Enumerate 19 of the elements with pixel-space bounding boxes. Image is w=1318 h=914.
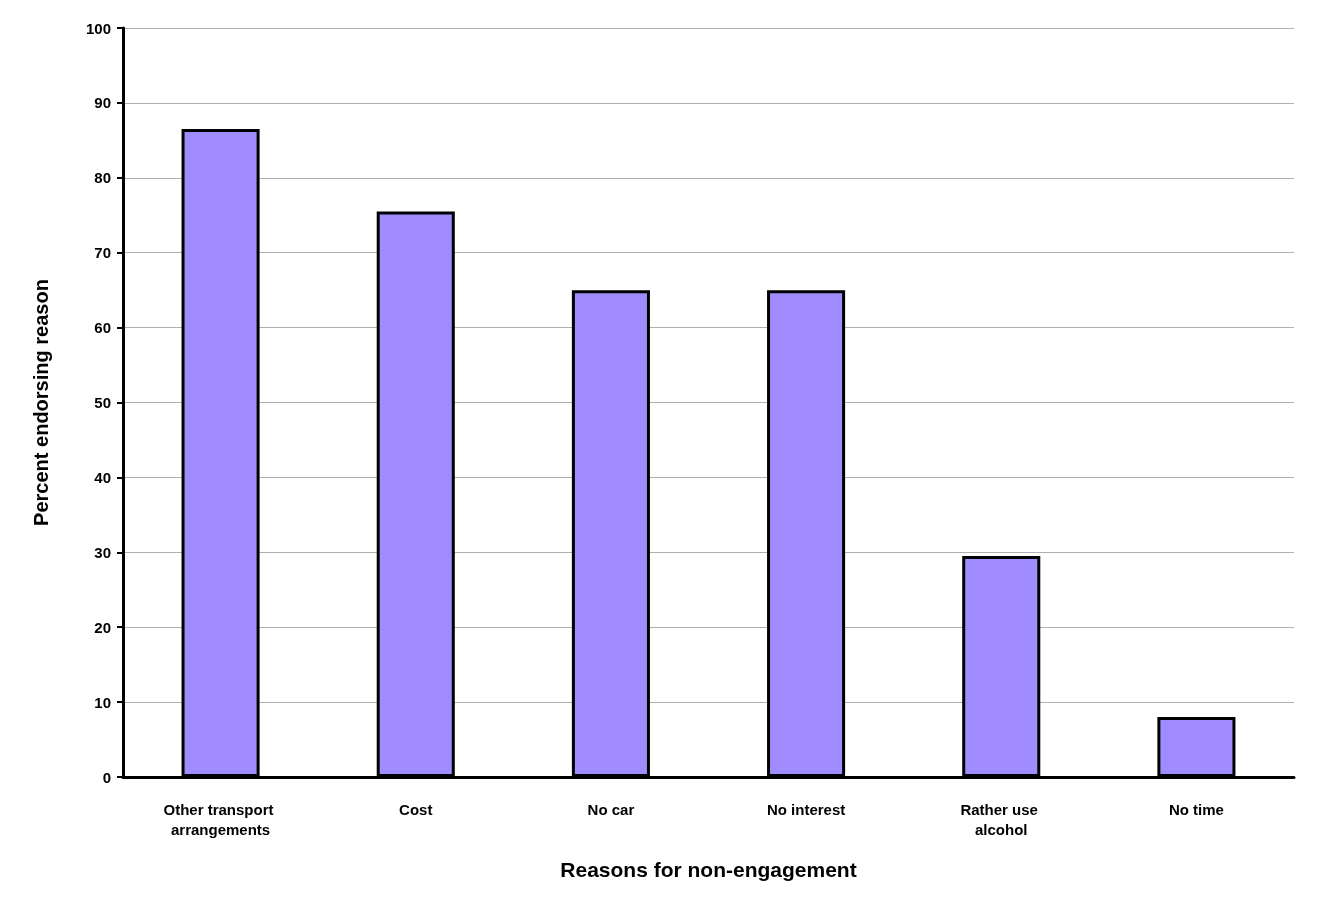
y-tick-label: 90	[94, 94, 111, 112]
y-tick-label: 20	[94, 618, 111, 636]
y-tick-label: 80	[94, 169, 111, 187]
y-tick-label: 40	[94, 468, 111, 486]
x-tick-label: Rather use alcohol	[960, 800, 1043, 838]
y-tick-label: 60	[94, 319, 111, 337]
x-tick-label: No interest	[766, 800, 846, 818]
x-tick-label: No time	[1168, 800, 1224, 818]
y-tick-label: 100	[85, 19, 111, 37]
y-axis-title: Percent endorsing reason	[30, 279, 52, 526]
y-tick-label: 70	[94, 244, 111, 262]
x-tick-label: Cost	[399, 800, 433, 818]
x-tick-label: No car	[587, 800, 635, 818]
x-tick-label: Other transport arrangements	[163, 800, 278, 838]
x-axis-title: Reasons for non-engagement	[560, 858, 857, 881]
y-tick-label: 0	[102, 768, 111, 786]
y-tick-label: 30	[94, 543, 111, 561]
y-tick-label: 10	[94, 693, 111, 711]
y-tick-label: 50	[94, 394, 111, 411]
